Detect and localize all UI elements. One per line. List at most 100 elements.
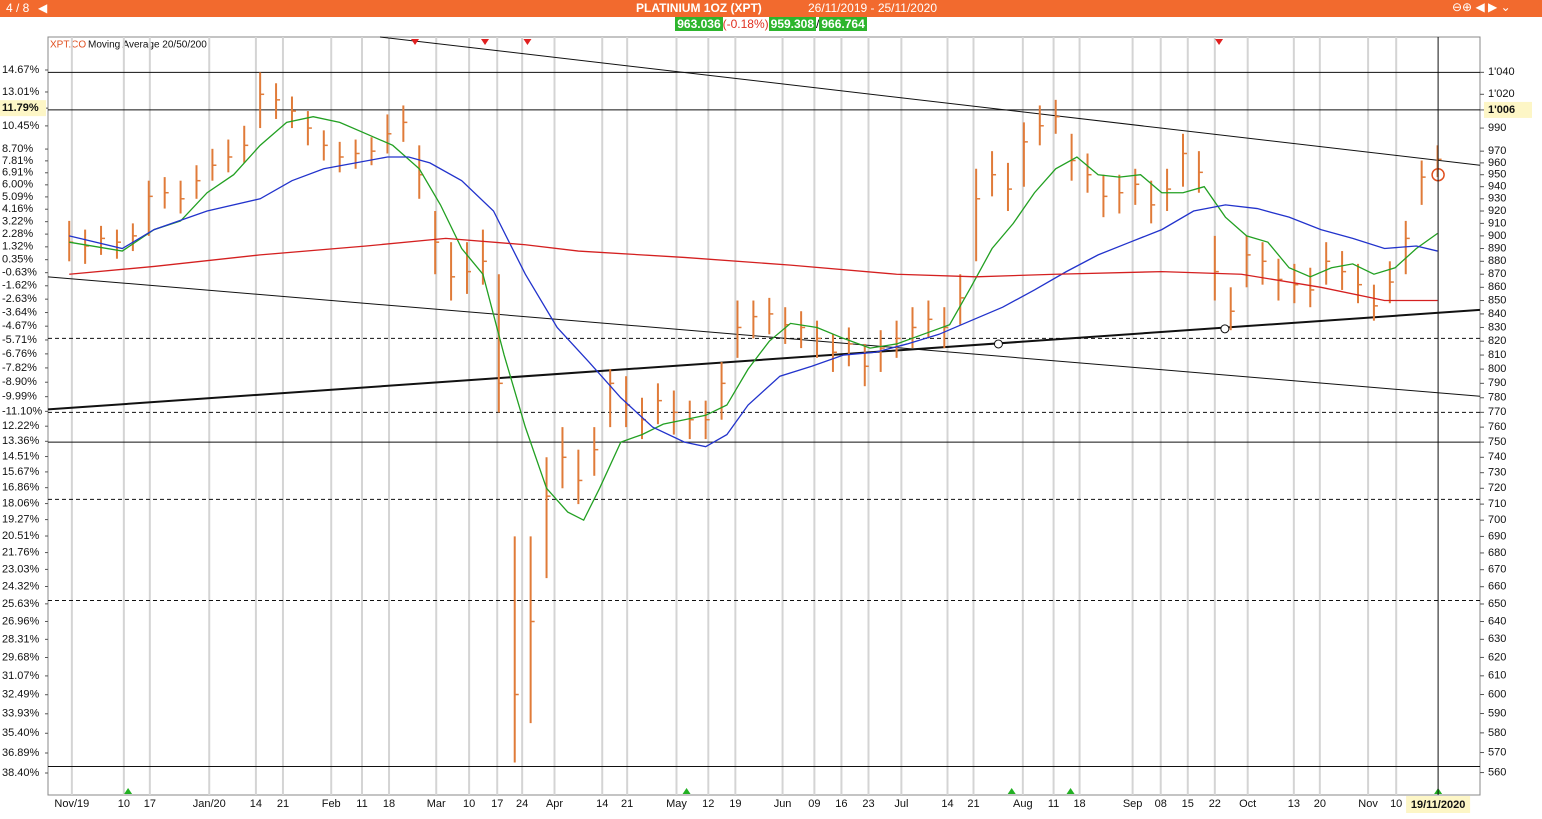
y-tick-label: 950 [1488, 169, 1506, 181]
y2-tick-label: 32.49% [2, 689, 40, 701]
title-bar: 4 / 8 ◀ PLATINIUM 1OZ (XPT) 26/11/2019 -… [0, 0, 1542, 17]
y-tick-label: 880 [1488, 255, 1506, 267]
indicator-label: Moving Average 20/50/200 [88, 40, 207, 51]
x-tick-label: 19 [729, 798, 741, 810]
y-tick-label: 890 [1488, 242, 1506, 254]
separator: / [816, 17, 820, 31]
ask: 966.764 [819, 17, 867, 31]
y2-tick-label: 15.67% [2, 466, 40, 478]
cursor-box [1406, 796, 1471, 813]
y-tick-label: 650 [1488, 598, 1506, 610]
x-tick-label: 14 [941, 798, 953, 810]
y-tick-label: 570 [1488, 746, 1506, 758]
y2-tick-label: 14.51% [2, 450, 40, 462]
change: (-0.18%) [722, 17, 769, 31]
x-tick-label: 22 [1209, 798, 1221, 810]
trend-line [47, 308, 1481, 411]
y-tick-label: 640 [1488, 615, 1506, 627]
zoom-buttons[interactable]: ⊖⊕ ◀ ▶ ⌄ [1452, 0, 1511, 14]
y2-tick-label: 26.96% [2, 615, 40, 627]
x-tick-label: Mar [427, 798, 446, 810]
x-tick-label: 18 [1073, 798, 1085, 810]
pivot-point [993, 339, 1003, 349]
y2-tick-label: 36.89% [2, 747, 40, 759]
x-tick-label: 15 [1182, 798, 1194, 810]
x-tick-label: 10 [1390, 798, 1402, 810]
x-tick-label: 10 [463, 798, 475, 810]
y2-tick-label: -5.71% [2, 334, 37, 346]
y-tick-label: 790 [1488, 377, 1506, 389]
y2-tick-label: -4.67% [2, 320, 37, 332]
y2-tick-label: 16.86% [2, 482, 40, 494]
x-tick-label: 16 [835, 798, 847, 810]
y2-tick-label: 35.40% [2, 727, 40, 739]
plot-frame [47, 36, 1481, 796]
x-tick-label: 24 [516, 798, 528, 810]
y2-tick-label: 11.79% [2, 102, 39, 114]
y-tick-label: 800 [1488, 363, 1506, 375]
pivot-point [1220, 324, 1230, 334]
x-tick-label: 21 [621, 798, 633, 810]
y2-tick-label: -8.90% [2, 376, 37, 388]
y-tick-label: 560 [1488, 766, 1506, 778]
signal-up [682, 788, 691, 794]
y2-tick-label: -3.64% [2, 306, 37, 318]
symbol: XPT.CO [50, 40, 86, 51]
y-tick-label: 830 [1488, 321, 1506, 333]
y2-tick-label: 19.27% [2, 513, 40, 525]
x-tick-label: 13 [1288, 798, 1300, 810]
ma-line [69, 237, 1438, 302]
x-tick-label: Oct [1239, 798, 1256, 810]
y2-tick-label: 33.93% [2, 708, 40, 720]
y2-tick-label: 13.36% [2, 435, 40, 447]
y-tick-label: 610 [1488, 670, 1506, 682]
y2-tick-label: 25.63% [2, 598, 40, 610]
y2-tick-label: 7.81% [2, 155, 33, 167]
y-tick-label: 910 [1488, 217, 1506, 229]
y-tick-label: 850 [1488, 294, 1506, 306]
y-tick-label: 970 [1488, 145, 1506, 157]
y-tick-label: 660 [1488, 581, 1506, 593]
y2-tick-label: 38.40% [2, 767, 40, 779]
x-tick-label: 18 [383, 798, 395, 810]
y-tick-label: 1'020 [1488, 88, 1515, 100]
y2-tick-label: 18.06% [2, 497, 40, 509]
x-tick-label: Jul [894, 798, 908, 810]
x-tick-label: Aug [1013, 798, 1033, 810]
y2-tick-label: 0.35% [2, 254, 33, 266]
x-tick-label: May [666, 798, 687, 810]
cursor-label: 19/11/2020 [1411, 799, 1465, 811]
x-tick-label: Feb [322, 798, 341, 810]
signal-down [411, 39, 420, 45]
y-tick-label: 870 [1488, 268, 1506, 280]
x-tick-label: Jun [774, 798, 792, 810]
y2-tick-label: 28.31% [2, 633, 40, 645]
prev-button[interactable]: ◀ [38, 1, 48, 15]
y-tick-label: 780 [1488, 392, 1506, 404]
x-tick-label: 14 [596, 798, 608, 810]
y-tick-label: 1'040 [1488, 66, 1515, 78]
y2-tick-label: 2.28% [2, 228, 33, 240]
y-tick-label: 770 [1488, 406, 1506, 418]
y-tick-label: 680 [1488, 547, 1506, 559]
y-tick-label: 810 [1488, 349, 1506, 361]
quote-row: 963.036 (-0.18%) 959.308/966.764 [0, 17, 1542, 35]
y2-tick-label: -9.99% [2, 391, 37, 403]
y-tick-label: 690 [1488, 530, 1506, 542]
signal-down [1215, 39, 1224, 45]
highlight-box [1484, 101, 1532, 118]
y-tick-label: 600 [1488, 688, 1506, 700]
highlight-box [0, 100, 46, 117]
x-tick-label: Jan/20 [193, 798, 226, 810]
y2-tick-label: 4.16% [2, 203, 33, 215]
instrument-title: PLATINIUM 1OZ (XPT) [636, 1, 762, 15]
y2-tick-label: 24.32% [2, 580, 40, 592]
y-tick-label: 940 [1488, 181, 1506, 193]
y-tick-label: 930 [1488, 193, 1506, 205]
last-price: 963.036 [675, 17, 723, 31]
y-tick-label: 920 [1488, 205, 1506, 217]
y-tick-label: 590 [1488, 707, 1506, 719]
x-tick-label: 21 [277, 798, 289, 810]
signal-up [1066, 788, 1075, 794]
